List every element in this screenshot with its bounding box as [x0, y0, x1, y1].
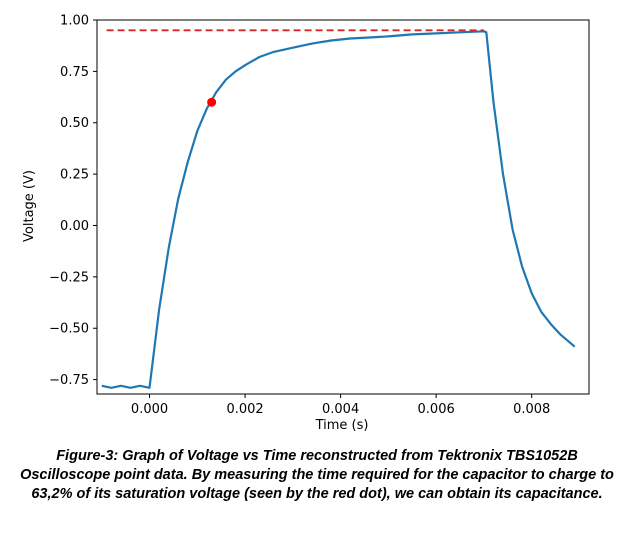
x-axis: 0.000 0.002 0.004 0.006 0.008 [131, 394, 550, 417]
y-tick-label: 0.00 [60, 219, 89, 234]
x-tick-label: 0.004 [322, 402, 359, 417]
time-constant-marker [207, 97, 217, 107]
x-tick-label: 0.002 [226, 402, 263, 417]
y-tick-label: −0.25 [49, 270, 89, 285]
chart: 0.000 0.002 0.004 0.006 0.008 −0.75 −0.50 −0.2… [22, 14, 590, 433]
x-axis-label: Time (s) [315, 418, 369, 433]
plot-area [96, 19, 590, 395]
plot-frame [96, 19, 590, 395]
y-tick-label: 0.25 [60, 168, 89, 183]
x-tick-label: 0.006 [418, 402, 455, 417]
figure-caption: Figure-3: Graph of Voltage vs Time recon… [20, 448, 614, 502]
y-tick-label: −0.50 [49, 322, 89, 337]
x-tick-label: 0.000 [131, 402, 168, 417]
y-axis-label: Voltage (V) [22, 170, 37, 242]
x-tick-label: 0.008 [513, 402, 550, 417]
y-tick-label: 0.75 [60, 65, 89, 80]
y-tick-label: 0.50 [60, 116, 89, 131]
y-tick-label: −0.75 [49, 373, 89, 388]
voltage-series-line [101, 30, 576, 389]
y-tick-label: 1.00 [60, 14, 89, 29]
y-axis: −0.75 −0.50 −0.25 0.00 0.25 0.50 0.75 1.00 [49, 14, 97, 388]
